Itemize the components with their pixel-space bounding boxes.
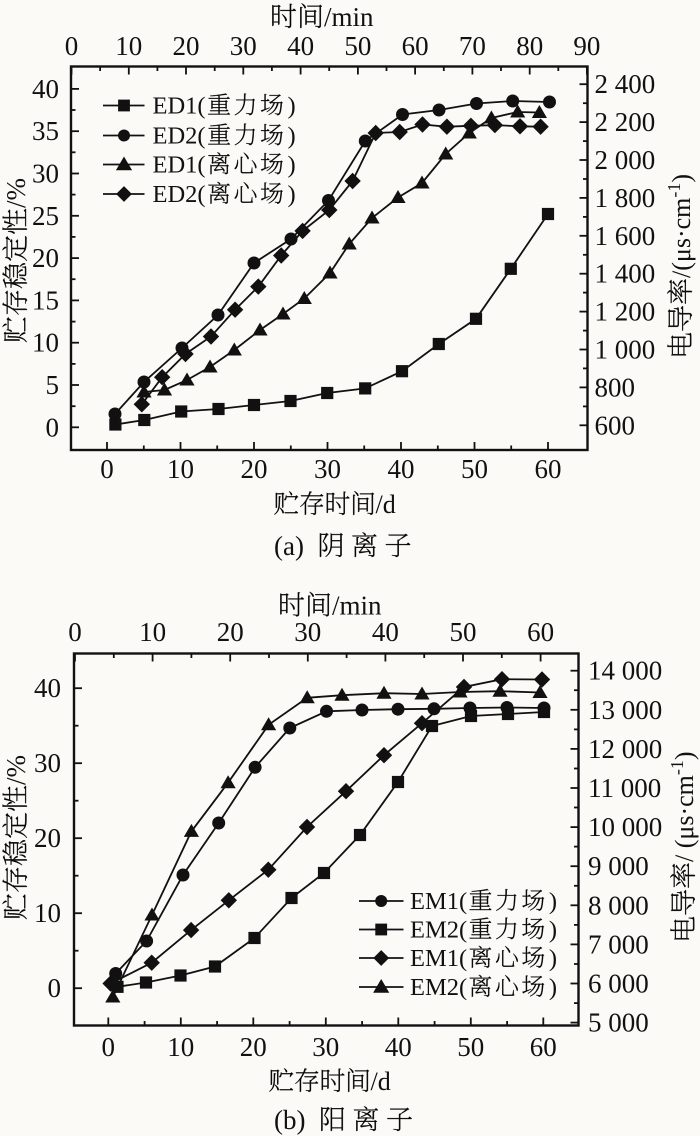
- svg-text:7 000: 7 000: [588, 929, 649, 959]
- svg-text:800: 800: [595, 372, 636, 402]
- svg-text:50: 50: [461, 454, 488, 484]
- svg-text:9 000: 9 000: [588, 851, 649, 881]
- svg-text:20: 20: [217, 617, 244, 647]
- svg-text:40: 40: [385, 1032, 412, 1062]
- svg-text:1 600: 1 600: [595, 221, 656, 251]
- svg-text:): ): [288, 123, 296, 150]
- svg-text:50: 50: [344, 31, 371, 61]
- svg-text:): ): [549, 888, 557, 915]
- svg-text:1 800: 1 800: [595, 183, 656, 213]
- svg-text:EM1(: EM1(: [410, 888, 467, 915]
- svg-text:40: 40: [388, 454, 415, 484]
- svg-text:30: 30: [314, 454, 341, 484]
- svg-text:20: 20: [32, 243, 59, 273]
- svg-text:5: 5: [46, 370, 60, 400]
- svg-text:1 400: 1 400: [595, 259, 656, 289]
- svg-text:10: 10: [32, 328, 59, 358]
- svg-text:14 000: 14 000: [588, 656, 662, 686]
- svg-text:EM2(: EM2(: [410, 974, 467, 1001]
- svg-text:40: 40: [372, 617, 399, 647]
- svg-text:10: 10: [34, 898, 61, 928]
- svg-text:80: 80: [516, 31, 543, 61]
- svg-text:/d: /d: [376, 490, 396, 519]
- svg-text:10: 10: [115, 31, 142, 61]
- svg-text:0: 0: [65, 31, 79, 61]
- svg-text:40: 40: [34, 673, 61, 703]
- svg-text:11 000: 11 000: [588, 773, 661, 803]
- svg-text:5 000: 5 000: [588, 1008, 649, 1038]
- svg-text:0: 0: [68, 617, 82, 647]
- svg-text:ED1(: ED1(: [153, 93, 206, 120]
- svg-text:ED2(: ED2(: [153, 181, 206, 208]
- svg-text:1 200: 1 200: [595, 297, 656, 327]
- svg-text:10 000: 10 000: [588, 812, 662, 842]
- svg-text:1 000: 1 000: [595, 335, 656, 365]
- svg-text:40: 40: [32, 74, 59, 104]
- svg-text:10: 10: [167, 1032, 194, 1062]
- svg-text:60: 60: [527, 617, 554, 647]
- svg-text:15: 15: [32, 285, 59, 315]
- svg-text:/min: /min: [332, 591, 382, 621]
- svg-text:30: 30: [312, 1032, 339, 1062]
- svg-text:0: 0: [46, 412, 60, 442]
- svg-text:ED2(: ED2(: [153, 123, 206, 150]
- svg-text:0: 0: [48, 973, 62, 1003]
- svg-text:30: 30: [230, 31, 257, 61]
- svg-text:10: 10: [139, 617, 166, 647]
- svg-text:/%: /%: [1, 178, 31, 208]
- svg-text:20: 20: [240, 1032, 267, 1062]
- svg-text:): ): [549, 945, 557, 972]
- svg-text:): ): [549, 974, 557, 1001]
- svg-text:20: 20: [241, 454, 268, 484]
- svg-text:25: 25: [32, 201, 59, 231]
- svg-text:0: 0: [100, 454, 114, 484]
- svg-text:20: 20: [34, 823, 61, 853]
- svg-text:50: 50: [450, 617, 477, 647]
- svg-text:/%: /%: [1, 755, 31, 785]
- svg-text:12 000: 12 000: [588, 734, 662, 764]
- svg-text:ED1(: ED1(: [153, 152, 206, 179]
- svg-text:30: 30: [294, 617, 321, 647]
- svg-text:70: 70: [459, 31, 486, 61]
- svg-text:): ): [288, 181, 296, 208]
- svg-text:EM2(: EM2(: [410, 917, 467, 944]
- svg-text:10: 10: [167, 454, 194, 484]
- svg-text:): ): [288, 93, 296, 120]
- svg-text:): ): [549, 917, 557, 944]
- svg-text:60: 60: [402, 31, 429, 61]
- svg-text:30: 30: [32, 159, 59, 189]
- svg-text:40: 40: [287, 31, 314, 61]
- svg-text:50: 50: [457, 1032, 484, 1062]
- svg-text:60: 60: [535, 454, 562, 484]
- svg-text:(a): (a): [274, 531, 304, 561]
- svg-text:/d: /d: [371, 1067, 391, 1096]
- svg-text:20: 20: [173, 31, 200, 61]
- svg-text:13 000: 13 000: [588, 695, 662, 725]
- svg-text:/min: /min: [324, 2, 374, 32]
- svg-text:): ): [288, 152, 296, 179]
- svg-text:60: 60: [530, 1032, 557, 1062]
- svg-text:600: 600: [595, 410, 636, 440]
- svg-text:0: 0: [102, 1032, 116, 1062]
- svg-text:30: 30: [34, 748, 61, 778]
- svg-text:2 000: 2 000: [595, 145, 656, 175]
- svg-text:6 000: 6 000: [588, 969, 649, 999]
- svg-text:(b): (b): [274, 1105, 305, 1135]
- svg-text:2 400: 2 400: [595, 69, 656, 99]
- svg-text:90: 90: [573, 31, 600, 61]
- svg-text:35: 35: [32, 116, 59, 146]
- svg-text:2 200: 2 200: [595, 107, 656, 137]
- svg-text:8 000: 8 000: [588, 890, 649, 920]
- svg-text:EM1(: EM1(: [410, 945, 467, 972]
